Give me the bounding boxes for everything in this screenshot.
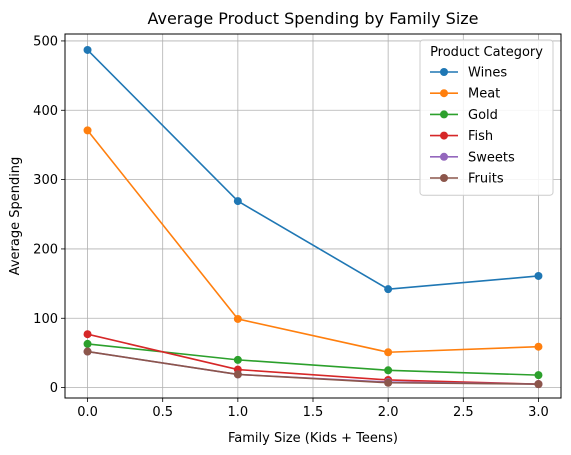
data-point-gold (384, 366, 393, 375)
series-layer (83, 45, 543, 389)
data-point-meat (534, 342, 543, 351)
data-point-fruits (233, 370, 242, 379)
y-tick-label: 400 (33, 104, 58, 119)
data-point-wines (233, 197, 242, 206)
legend-item-gold: Gold (430, 108, 498, 123)
series-fruits (83, 347, 543, 389)
data-point-fish (83, 330, 92, 339)
y-tick-label: 500 (33, 34, 58, 49)
x-tick-label: 1.0 (228, 405, 249, 420)
legend-label-gold: Gold (468, 108, 498, 123)
x-tick-label: 3.0 (528, 405, 549, 420)
data-point-gold (83, 339, 92, 348)
data-point-meat (83, 126, 92, 135)
data-point-fruits (83, 347, 92, 356)
x-tick-label: 0.0 (77, 405, 98, 420)
legend-marker-fish (440, 131, 448, 140)
series-line-fish (87, 333, 539, 385)
x-tick-label: 2.5 (453, 405, 474, 420)
data-point-meat (384, 348, 393, 357)
legend-item-fish: Fish (430, 129, 493, 144)
legend-label-wines: Wines (468, 66, 507, 81)
legend-label-sweets: Sweets (468, 150, 515, 165)
legend: Product Category Wines Meat Gold Fish Sweets F… (419, 39, 554, 196)
y-tick-label: 100 (33, 312, 58, 327)
legend-marker-gold (440, 110, 448, 119)
legend-label-fish: Fish (468, 129, 493, 144)
data-point-wines (83, 45, 92, 54)
legend-title: Product Category (430, 45, 543, 60)
series-meat (83, 126, 543, 357)
legend-item-meat: Meat (430, 87, 500, 102)
series-line-meat (86, 129, 539, 354)
y-tick-label: 0 (50, 381, 58, 396)
ticks: 0.0 0.5 1.0 1.5 2.0 2.5 3.0 0 100 200 300 400 500 (33, 34, 549, 420)
legend-item-sweets: Sweets (430, 150, 515, 165)
series-line-fruits (87, 350, 539, 385)
data-point-wines (534, 271, 543, 280)
legend-marker-wines (440, 68, 448, 76)
series-wines (83, 45, 543, 294)
data-point-fruits (384, 378, 393, 387)
x-tick-label: 2.0 (378, 405, 399, 420)
legend-marker-meat (440, 89, 448, 98)
y-axis-title: Average Spending (8, 157, 23, 276)
y-tick-label: 200 (33, 242, 58, 257)
data-point-wines (384, 285, 393, 294)
legend-label-meat: Meat (468, 87, 500, 102)
legend-label-fruits: Fruits (468, 172, 504, 187)
legend-marker-fruits (440, 174, 448, 182)
x-tick-label: 0.5 (152, 405, 173, 420)
legend-item-fruits: Fruits (430, 172, 504, 187)
legend-item-wines: Wines (430, 66, 507, 81)
chart-title: Average Product Spending by Family Size (147, 9, 478, 28)
data-point-fruits (534, 380, 543, 389)
data-point-gold (534, 371, 543, 380)
legend-marker-sweets (440, 152, 448, 161)
y-tick-label: 300 (33, 173, 58, 188)
x-axis-title: Family Size (Kids + Teens) (228, 431, 398, 446)
series-line-wines (86, 49, 539, 290)
x-tick-label: 1.5 (303, 405, 324, 420)
data-point-meat (233, 314, 242, 323)
data-point-gold (233, 355, 242, 364)
